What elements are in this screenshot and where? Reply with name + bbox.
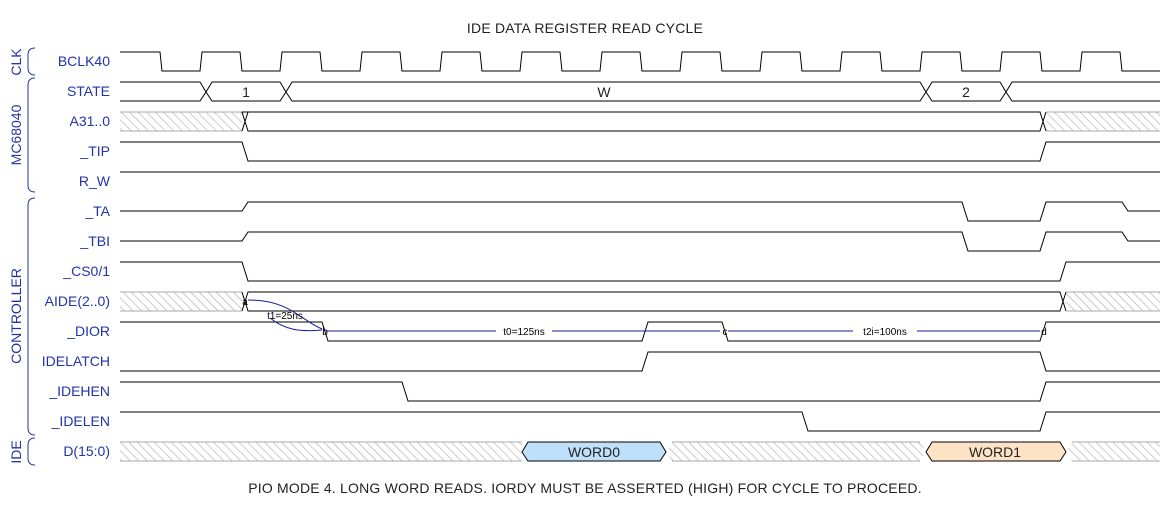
marker-a: a xyxy=(242,297,248,308)
wave-tbi xyxy=(120,231,1160,252)
signal-label-tip: _TIP xyxy=(79,143,110,159)
marker-d: d xyxy=(1041,327,1047,338)
signal-label-idelatch: IDELATCH xyxy=(42,353,110,369)
group-bracket-clk xyxy=(27,47,36,76)
timing-label-t2i: t2i=100ns xyxy=(863,327,907,338)
wave-aide xyxy=(241,291,1067,312)
wave-idelatch xyxy=(120,351,1160,372)
signal-label-idehen: _IDEHEN xyxy=(48,383,110,399)
signal-label-ta: _TA xyxy=(84,203,110,219)
wave-d15-undefined-3 xyxy=(1066,442,1160,461)
marker-b: b xyxy=(322,327,328,338)
signal-label-idelen: _IDELEN xyxy=(51,413,110,429)
group-bracket-mc68040 xyxy=(27,77,36,193)
wave-dior xyxy=(120,321,1160,342)
timing-arrow-t1-lower xyxy=(269,317,323,332)
wave-a31-undefined-end xyxy=(1046,112,1160,131)
wave-aide-undefined-end-edge xyxy=(1066,291,1160,312)
wave-idehen xyxy=(120,381,1160,402)
data-label-word0: WORD0 xyxy=(568,444,620,460)
signal-label-bclk40: BCLK40 xyxy=(58,53,110,69)
signal-label-rw: R_W xyxy=(79,173,111,189)
timing-label-t1: t1=25ns xyxy=(267,311,303,322)
wave-d15-undefined-1-edge xyxy=(120,441,522,462)
state-label-w: W xyxy=(597,84,611,100)
signal-label-aide: AIDE(2..0) xyxy=(45,293,110,309)
group-bracket-controller xyxy=(27,197,36,436)
wave-aide-undefined-end xyxy=(1066,292,1160,311)
group-label-mc68040: MC68040 xyxy=(8,104,24,165)
signal-label-tbi: _TBI xyxy=(79,233,110,249)
diagram-caption: PIO MODE 4. LONG WORD READS. IORDY MUST … xyxy=(248,480,922,496)
wave-a31-undefined-start-edge xyxy=(120,111,242,132)
wave-d15-undefined-3-edge xyxy=(1072,441,1160,462)
timing-label-t0: t0=125ns xyxy=(503,327,544,338)
group-bracket-ide xyxy=(27,437,36,466)
wave-a31 xyxy=(241,111,1047,132)
wave-a31-undefined-start xyxy=(120,112,242,131)
wave-aide-undefined-start xyxy=(120,292,242,311)
signal-label-cs01: _CS0/1 xyxy=(62,263,110,279)
state-label-2: 2 xyxy=(962,84,970,100)
group-label-ide: IDE xyxy=(8,440,24,463)
wave-bclk40 xyxy=(120,51,1160,72)
state-label-1: 1 xyxy=(242,84,250,100)
signal-label-state: STATE xyxy=(67,83,110,99)
signal-label-a31: A31..0 xyxy=(70,113,111,129)
data-label-word1: WORD1 xyxy=(969,444,1021,460)
group-label-controller: CONTROLLER xyxy=(8,268,24,364)
diagram-title: IDE DATA REGISTER READ CYCLE xyxy=(466,20,704,36)
signal-label-d15: D(15:0) xyxy=(63,443,110,459)
wave-cs01 xyxy=(120,261,1160,282)
wave-aide-undefined-start-edge xyxy=(120,291,242,312)
wave-d15-undefined-2-edge xyxy=(672,441,920,462)
wave-tip xyxy=(120,141,1160,162)
wave-d15-undefined-2 xyxy=(666,442,926,461)
wave-a31-undefined-end-edge xyxy=(1046,111,1160,132)
wave-d15-undefined-1 xyxy=(120,442,522,461)
signal-label-dior: _DIOR xyxy=(66,323,110,339)
wave-ta xyxy=(120,201,1160,222)
marker-c: c xyxy=(723,327,728,338)
wave-idelen xyxy=(120,411,1160,432)
group-label-clk: CLK xyxy=(8,48,24,76)
wave-state xyxy=(120,81,1160,102)
timing-arrow-t1-upper xyxy=(247,299,323,330)
